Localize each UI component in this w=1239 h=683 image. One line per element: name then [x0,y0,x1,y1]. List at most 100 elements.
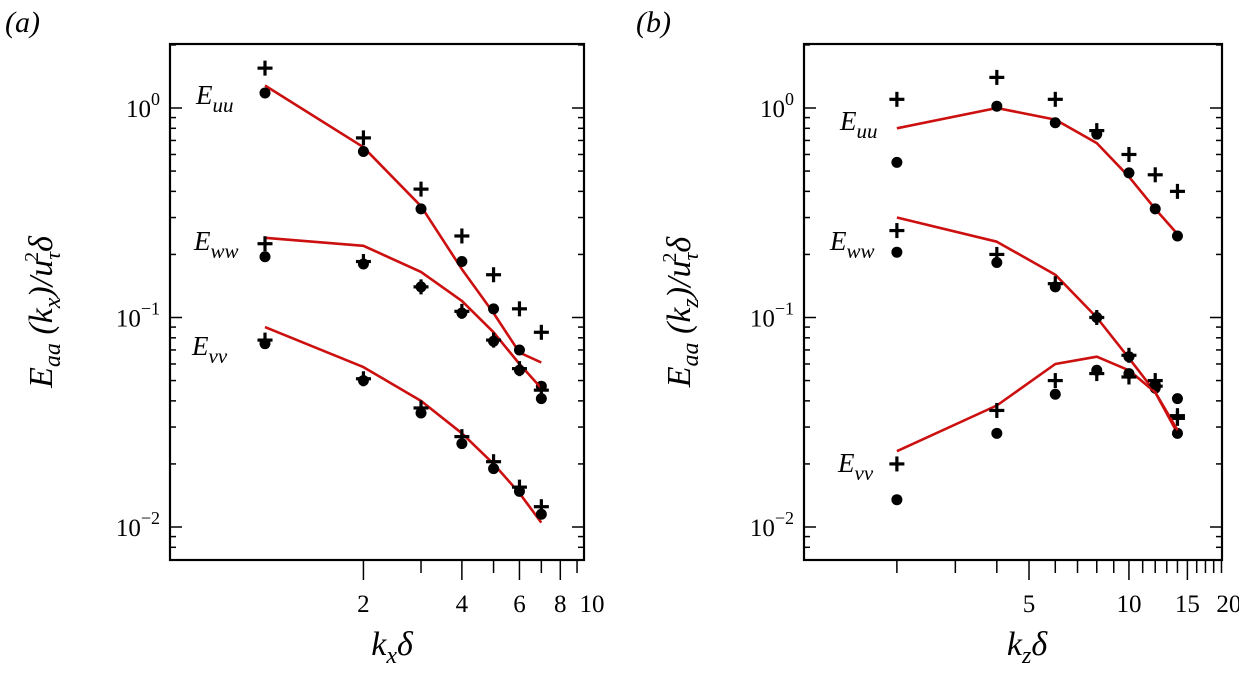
model-line [264,325,543,524]
circle-marker [1171,393,1183,405]
plus-marker [1047,276,1063,292]
plus-marker [989,246,1005,262]
circle-marker [357,145,369,157]
plus-marker [486,454,502,470]
circle-marker [1171,427,1183,439]
curve-label: Evv [191,331,228,368]
curve-label: Euu [195,80,234,117]
plus-marker [413,279,429,295]
plus-marker [257,236,273,252]
circle-marker [1123,167,1135,179]
plus-marker [257,332,273,348]
x-tick-label: 2 [357,591,370,618]
curve-label: Evv [837,448,874,485]
plus-marker [355,130,371,146]
plus-marker [413,181,429,197]
plus-marker [889,223,905,239]
plus-marker [511,479,527,495]
circle-marker [535,393,547,405]
plus-marker [1121,347,1137,363]
y-tick-label: 10−1 [116,299,160,333]
plus-marker [989,69,1005,85]
circle-marker [891,494,903,506]
plus-marker [355,371,371,387]
circle-marker [259,251,271,263]
plus-marker [1089,310,1105,325]
model-line [896,355,1179,453]
x-tick-label: 10 [580,591,605,618]
curve-label: Eww [193,226,239,263]
circle-marker [991,100,1003,112]
series-e-uu: Euu [839,69,1185,242]
y-tick-label: 10−1 [750,299,794,333]
series-e-uu: Euu [195,60,549,392]
circle-marker [891,246,903,258]
plus-marker [511,361,527,377]
plus-marker [1147,167,1163,183]
circle-marker [991,257,1003,269]
x-tick-label: 20 [1216,591,1239,618]
plus-marker [454,429,470,445]
x-tick-label: 15 [1175,591,1200,618]
series-e-vv: Evv [191,325,549,524]
plus-marker [533,382,549,398]
x-tick-label: 5 [1023,591,1036,618]
panel-label: (a) [5,6,40,39]
x-axis-label: kxδ [371,626,414,669]
y-tick-label: 10−2 [750,508,794,542]
plot-frame [802,42,1224,562]
circle-marker [535,508,547,520]
series-e-ww: Eww [193,226,549,405]
plus-marker [1089,123,1105,139]
circle-marker [456,256,468,268]
circle-marker [513,344,525,356]
model-line [264,236,543,390]
plus-marker [1047,91,1063,107]
plus-marker [1089,366,1105,382]
model-line [896,216,1179,434]
plus-marker [454,303,470,319]
circle-marker [1049,388,1061,400]
plus-marker [1121,369,1137,385]
model-line [896,106,1179,235]
plus-marker [355,254,371,270]
plus-marker [413,400,429,416]
plus-marker [1047,373,1063,389]
plus-marker [889,91,905,107]
plus-marker [889,456,905,472]
model-line [264,84,542,364]
plus-marker [1169,183,1185,199]
plus-marker [989,402,1005,418]
circle-marker [1049,117,1061,129]
x-tick-label: 4 [456,591,469,618]
y-axis-label: Eaa (kx)/uτ2δ [21,235,66,389]
x-axis-label: kzδ [1007,626,1048,669]
plus-marker [454,228,470,244]
series-e-ww: Eww [829,216,1185,439]
panel-b: (b) 100 10−1 10−2 5 10 15 20 Eaa (kz)/uτ2δ kzδ Euu… [636,6,1239,669]
y-tick-label: 100 [126,89,160,123]
panel-a: (a) 100 10−1 10−2 2 4 6 8 10 Eaa (kx)/uτ2δ kxδ Euu E… [5,6,605,669]
x-tick-label: 8 [554,591,567,618]
series-e-vv: Evv [837,355,1185,506]
y-tick-label: 100 [760,89,794,123]
plus-marker [533,324,549,340]
circle-marker [488,303,500,315]
y-axis-label: Eaa (kz)/uτ2δ [659,236,704,389]
plus-marker [486,332,502,348]
panel-label: (b) [636,6,671,39]
circle-marker [891,156,903,168]
plus-marker [1121,146,1137,162]
x-tick-label: 6 [513,591,526,618]
plus-marker [1169,408,1185,424]
curve-label: Eww [829,226,875,263]
circle-marker [259,87,271,99]
plus-marker [1147,373,1163,389]
circle-marker [415,203,427,215]
plus-marker [257,60,273,76]
curve-label: Euu [839,106,878,143]
plus-marker [533,499,549,515]
circle-marker [1149,203,1161,215]
x-tick-label: 10 [1116,591,1141,618]
